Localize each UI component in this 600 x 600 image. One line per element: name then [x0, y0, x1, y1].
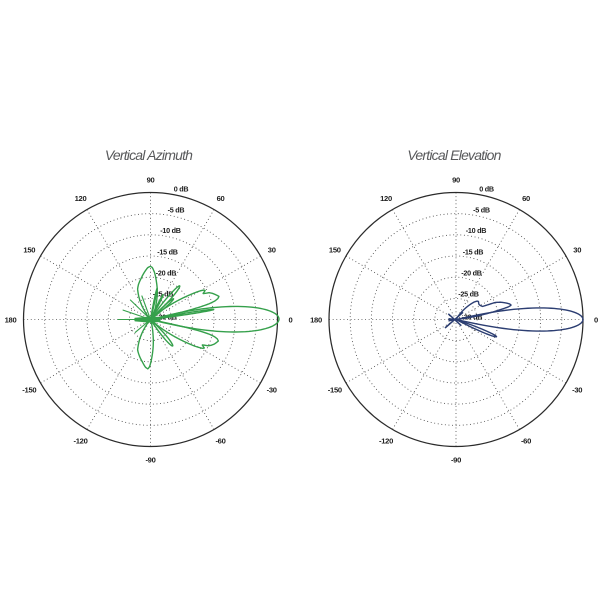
- svg-text:90: 90: [452, 175, 460, 184]
- svg-text:-25 dB: -25 dB: [458, 290, 479, 299]
- svg-text:0: 0: [289, 315, 293, 324]
- svg-text:-90: -90: [145, 455, 155, 464]
- svg-text:-10 dB: -10 dB: [160, 226, 181, 235]
- svg-text:60: 60: [522, 194, 530, 203]
- svg-text:-30: -30: [267, 385, 277, 394]
- svg-text:120: 120: [380, 194, 392, 203]
- svg-text:150: 150: [23, 245, 35, 254]
- svg-text:90: 90: [147, 175, 155, 184]
- svg-text:-15 dB: -15 dB: [157, 248, 178, 257]
- svg-text:-90: -90: [451, 455, 461, 464]
- svg-text:-150: -150: [328, 385, 342, 394]
- svg-text:-5 dB: -5 dB: [168, 206, 185, 215]
- svg-text:-60: -60: [521, 437, 531, 446]
- svg-text:-120: -120: [74, 437, 88, 446]
- svg-text:-60: -60: [215, 437, 225, 446]
- svg-text:-20 dB: -20 dB: [156, 269, 177, 278]
- svg-text:-120: -120: [379, 437, 393, 446]
- svg-text:-10 dB: -10 dB: [466, 226, 487, 235]
- svg-text:150: 150: [329, 245, 341, 254]
- svg-text:30: 30: [573, 245, 581, 254]
- svg-text:180: 180: [310, 315, 322, 324]
- svg-text:-30: -30: [572, 385, 582, 394]
- svg-text:Vertical Elevation: Vertical Elevation: [407, 147, 501, 163]
- svg-text:-15 dB: -15 dB: [463, 248, 484, 257]
- svg-text:0: 0: [594, 315, 598, 324]
- svg-text:-150: -150: [22, 385, 36, 394]
- svg-text:60: 60: [217, 194, 225, 203]
- svg-text:180: 180: [5, 315, 17, 324]
- svg-text:0 dB: 0 dB: [479, 185, 494, 194]
- svg-text:-5 dB: -5 dB: [473, 206, 490, 215]
- svg-text:30: 30: [268, 245, 276, 254]
- svg-text:Vertical Azimuth: Vertical Azimuth: [105, 147, 193, 163]
- svg-text:-20 dB: -20 dB: [461, 269, 482, 278]
- svg-text:0 dB: 0 dB: [174, 185, 189, 194]
- svg-text:120: 120: [75, 194, 87, 203]
